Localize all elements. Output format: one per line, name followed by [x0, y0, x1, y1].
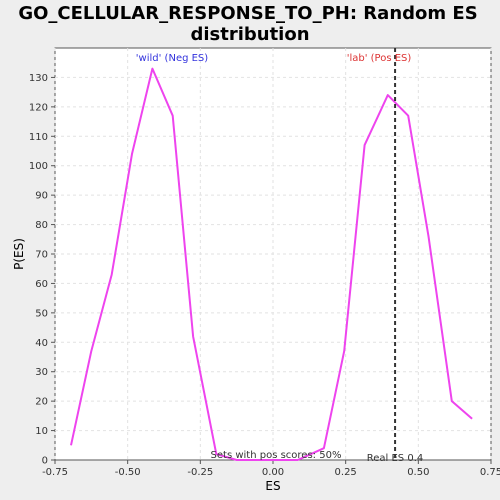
x-axis-ticks: -0.75 -0.50 -0.25 0.00 0.25 0.50 0.75 [42, 460, 500, 478]
y-tick-label: 80 [35, 220, 48, 231]
y-tick-label: 60 [35, 279, 48, 290]
y-tick-label: 130 [29, 73, 48, 84]
y-tick-label: 20 [35, 397, 48, 408]
chart-title-line-1: GO_CELLULAR_RESPONSE_TO_PH: Random ES [18, 3, 477, 24]
y-tick-label: 90 [35, 191, 48, 202]
y-tick-label: 120 [29, 102, 48, 113]
es-distribution-line [70, 67, 473, 461]
x-tick-label: -0.75 [42, 467, 68, 478]
y-tick-label: 70 [35, 250, 48, 261]
y-tick-label: 10 [35, 426, 48, 437]
y-tick-label: 40 [35, 338, 48, 349]
x-axis-label: ES [265, 479, 280, 493]
y-axis-label: P(ES) [12, 238, 26, 270]
y-tick-label: 100 [29, 161, 48, 172]
y-tick-label: 110 [29, 132, 48, 143]
x-tick-label: 0.50 [407, 467, 429, 478]
x-tick-label: -0.25 [187, 467, 213, 478]
neg-es-label: 'wild' (Neg ES) [136, 53, 208, 64]
pos-es-label: 'lab' (Pos ES) [347, 53, 412, 64]
real-es-label: Real ES 0.4 [367, 453, 423, 464]
x-tick-label: 0.00 [262, 467, 284, 478]
y-tick-label: 50 [35, 308, 48, 319]
x-tick-label: 0.25 [335, 467, 357, 478]
y-tick-label: 30 [35, 367, 48, 378]
x-tick-label: -0.50 [115, 467, 141, 478]
series [70, 67, 473, 461]
pos-scores-note: Sets with pos scores: 50% [211, 450, 342, 461]
y-axis-ticks: 0 10 20 30 40 50 60 70 80 90 100 110 120 130 [29, 73, 55, 467]
x-tick-label: 0.75 [480, 467, 500, 478]
y-tick-label: 0 [42, 456, 48, 467]
chart-title-line-2: distribution [190, 24, 309, 45]
